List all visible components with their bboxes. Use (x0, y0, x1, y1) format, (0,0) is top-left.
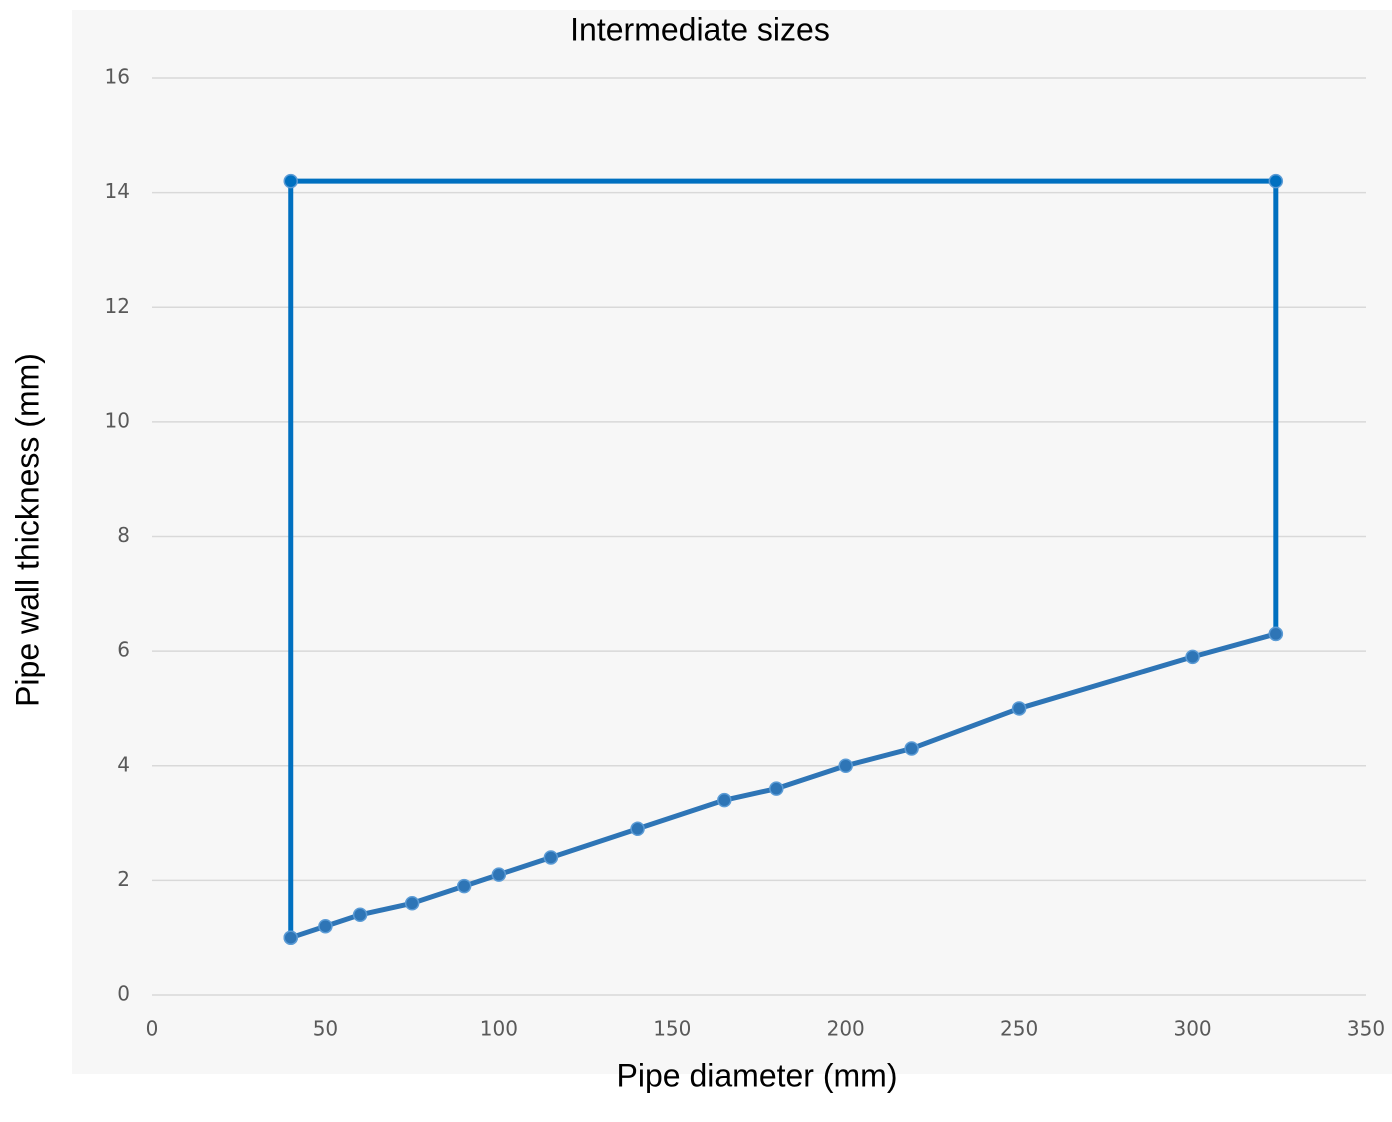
marker (1011, 701, 1027, 716)
y-tick-label: 6 (117, 638, 130, 662)
y-tick-label: 10 (105, 408, 130, 432)
x-tick-label: 50 (313, 1017, 338, 1041)
y-tick-label: 12 (105, 294, 130, 318)
x-tick-label: 0 (146, 1017, 159, 1041)
x-tick-label: 200 (827, 1017, 865, 1041)
x-tick-label: 250 (1000, 1017, 1038, 1041)
plot-panel (72, 10, 1392, 1074)
x-axis-label: Pipe diameter (mm) (617, 1057, 898, 1093)
marker (404, 896, 420, 911)
marker (717, 792, 732, 808)
marker (352, 907, 368, 923)
marker (283, 173, 298, 189)
series-line (288, 178, 1279, 938)
y-tick-label: 0 (117, 982, 130, 1006)
y-tick-label: 4 (117, 752, 130, 776)
marker (491, 867, 507, 882)
chart-title: Intermediate sizes (570, 11, 830, 47)
y-tick-label: 8 (117, 523, 130, 547)
marker (456, 878, 472, 894)
x-tick-label: 100 (480, 1017, 518, 1041)
marker (769, 781, 784, 796)
marker (838, 758, 853, 773)
y-tick-label: 14 (105, 179, 130, 203)
marker (1268, 173, 1284, 189)
marker (1268, 626, 1284, 642)
x-tick-label: 300 (1173, 1017, 1211, 1041)
y-tick-label: 2 (117, 867, 130, 891)
marker (543, 850, 559, 865)
x-tick-label: 150 (653, 1017, 691, 1041)
y-axis-label: Pipe wall thickness (mm) (9, 353, 45, 707)
marker (1185, 649, 1200, 665)
marker (318, 918, 333, 934)
y-tick-label: 16 (105, 65, 130, 89)
marker (630, 821, 645, 837)
marker (283, 930, 298, 945)
x-tick-label: 350 (1347, 1017, 1385, 1041)
marker (904, 741, 919, 756)
